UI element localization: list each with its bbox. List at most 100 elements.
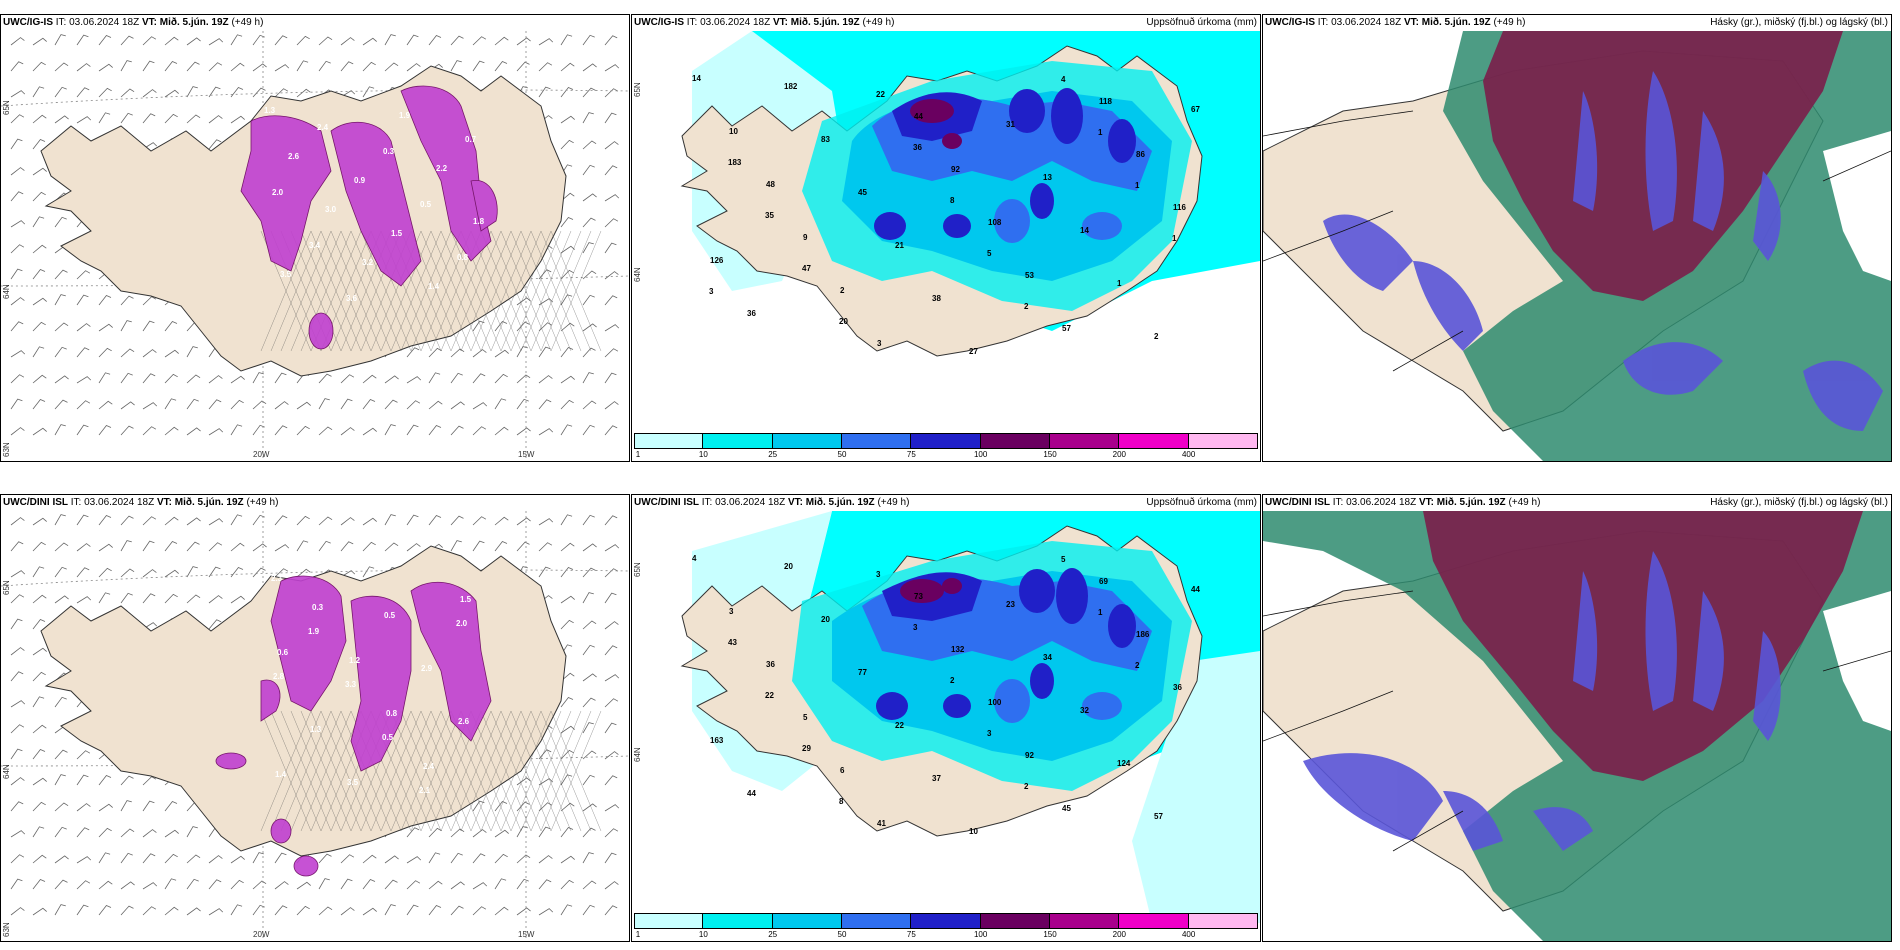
wind-map[interactable]: 2.3 1.9 3.3 0.5 2.1 2.0 2.8 1.3 3.5 0.5 2.9 2.6 1.4 0… xyxy=(1,511,629,941)
wind-barb xyxy=(384,514,396,526)
wind-barb xyxy=(274,35,288,46)
precip-value: 20 xyxy=(839,317,848,326)
precip-map[interactable]: 4 3 36 5 6 41 73 132 100 92 45 69 186 36 163 44 20 20 77 22… xyxy=(632,511,1260,923)
wind-barb xyxy=(318,853,332,864)
legend-swatch xyxy=(1050,913,1120,929)
wind-barb xyxy=(142,373,156,384)
wind-barb xyxy=(582,424,595,436)
wind-barb xyxy=(32,826,45,838)
wind-barb xyxy=(582,852,594,864)
wind-barb xyxy=(472,540,485,552)
precip-map[interactable]: 14 10 48 9 2 3 44 92 108 53 57 118 86 116 126 36 182 83 45… xyxy=(632,31,1260,443)
wind-barb xyxy=(560,192,575,202)
precip-value: 2 xyxy=(840,286,845,295)
legend-tick: 400 xyxy=(1181,450,1196,459)
panel-header: UWC/IG-IS IT: 03.06.2024 18Z VT: Mið. 5.… xyxy=(1265,17,1526,28)
wind-barb xyxy=(32,374,47,384)
wind-barb xyxy=(406,63,421,72)
wind-barb xyxy=(76,294,89,306)
wind-barb xyxy=(76,803,91,812)
legend-tick: 100 xyxy=(973,930,988,939)
wind-barb xyxy=(406,856,422,864)
wind-barb xyxy=(472,426,487,436)
wind-barb xyxy=(54,542,69,552)
wind-barb xyxy=(560,115,575,124)
wind-barb xyxy=(296,401,311,410)
wind-barb xyxy=(406,880,421,890)
wind-barb xyxy=(582,880,597,890)
precip-value: 44 xyxy=(914,112,923,121)
wind-barb xyxy=(362,879,376,890)
wind-barb xyxy=(54,86,67,98)
wind-barb xyxy=(384,399,398,410)
wind-barb xyxy=(428,425,442,436)
panel-title: Hásky (gr.), miðský (fj.bl.) og lágský (… xyxy=(1710,17,1888,28)
wind-barb xyxy=(560,725,575,734)
legend-swatch xyxy=(772,913,842,929)
wind-barb xyxy=(296,88,311,98)
wind-barb xyxy=(76,543,91,552)
hatch-line xyxy=(380,230,432,352)
cloud-map[interactable] xyxy=(1263,31,1891,461)
wind-barb xyxy=(10,374,25,384)
wind-barb xyxy=(164,516,179,526)
wind-barb xyxy=(120,35,134,46)
wind-barb xyxy=(10,517,25,526)
precip-value: 9 xyxy=(803,233,808,242)
cloud-map[interactable] xyxy=(1263,511,1891,941)
wind-barb xyxy=(604,295,618,306)
wind-barb xyxy=(296,905,310,916)
wind-barb xyxy=(186,878,199,890)
wind-barb xyxy=(252,880,267,890)
wind-barb xyxy=(472,402,488,410)
precip-value: 57 xyxy=(1154,812,1163,821)
wind-barb xyxy=(450,828,465,838)
wind-barb xyxy=(120,515,134,526)
wind-barb xyxy=(54,904,66,916)
wind-barb xyxy=(120,800,132,812)
wind-barb xyxy=(274,88,289,98)
wind-barb xyxy=(54,774,66,786)
wind-barb xyxy=(10,244,25,254)
wind-barb xyxy=(538,86,551,98)
precip-value: 1 xyxy=(1117,279,1122,288)
wind-barb xyxy=(142,60,155,72)
wind-barb xyxy=(208,86,221,98)
precip-value: 3 xyxy=(913,623,918,632)
wind-barb xyxy=(604,218,619,228)
wind-barb xyxy=(450,372,463,384)
wind-barb xyxy=(582,750,597,760)
wind-barb xyxy=(472,516,487,526)
lat-65: 65N xyxy=(2,580,11,595)
wind-barb xyxy=(604,905,618,916)
wind-barb xyxy=(32,321,46,332)
wind-barb xyxy=(98,372,111,384)
lat-64: 64N xyxy=(2,764,11,779)
wind-map[interactable]: 0.5 2.6 3.0 3.2 1.9 2.2 1.8 3.5 2.4 0.9 1.5 1.4 0.7 2… xyxy=(1,31,629,461)
wind-barb xyxy=(208,542,223,552)
wind-barb xyxy=(494,373,508,384)
wind-barb xyxy=(516,777,531,786)
wind-barb xyxy=(516,427,531,436)
legend-tick: 10 xyxy=(698,930,708,939)
wind-barb xyxy=(604,194,620,202)
wind-barb xyxy=(164,906,179,916)
wind-barb xyxy=(604,544,620,552)
precip-value: 3.4 xyxy=(309,241,321,250)
wind-barb xyxy=(560,139,574,150)
precip-value: 2 xyxy=(1024,302,1029,311)
wind-barb xyxy=(142,853,156,864)
precip-value: 44 xyxy=(747,789,756,798)
wind-barb xyxy=(582,87,596,98)
precip-value: 36 xyxy=(766,660,775,669)
wind-barb xyxy=(98,425,112,436)
wind-barb xyxy=(516,398,529,410)
wind-barb xyxy=(164,593,178,604)
precip-value: 2 xyxy=(1024,782,1029,791)
wind-barb xyxy=(32,517,47,526)
wind-barb xyxy=(604,698,619,708)
lat-64: 64N xyxy=(2,284,11,299)
wind-barb xyxy=(538,322,553,332)
wind-barb xyxy=(582,904,595,916)
wind-barb xyxy=(54,346,67,358)
